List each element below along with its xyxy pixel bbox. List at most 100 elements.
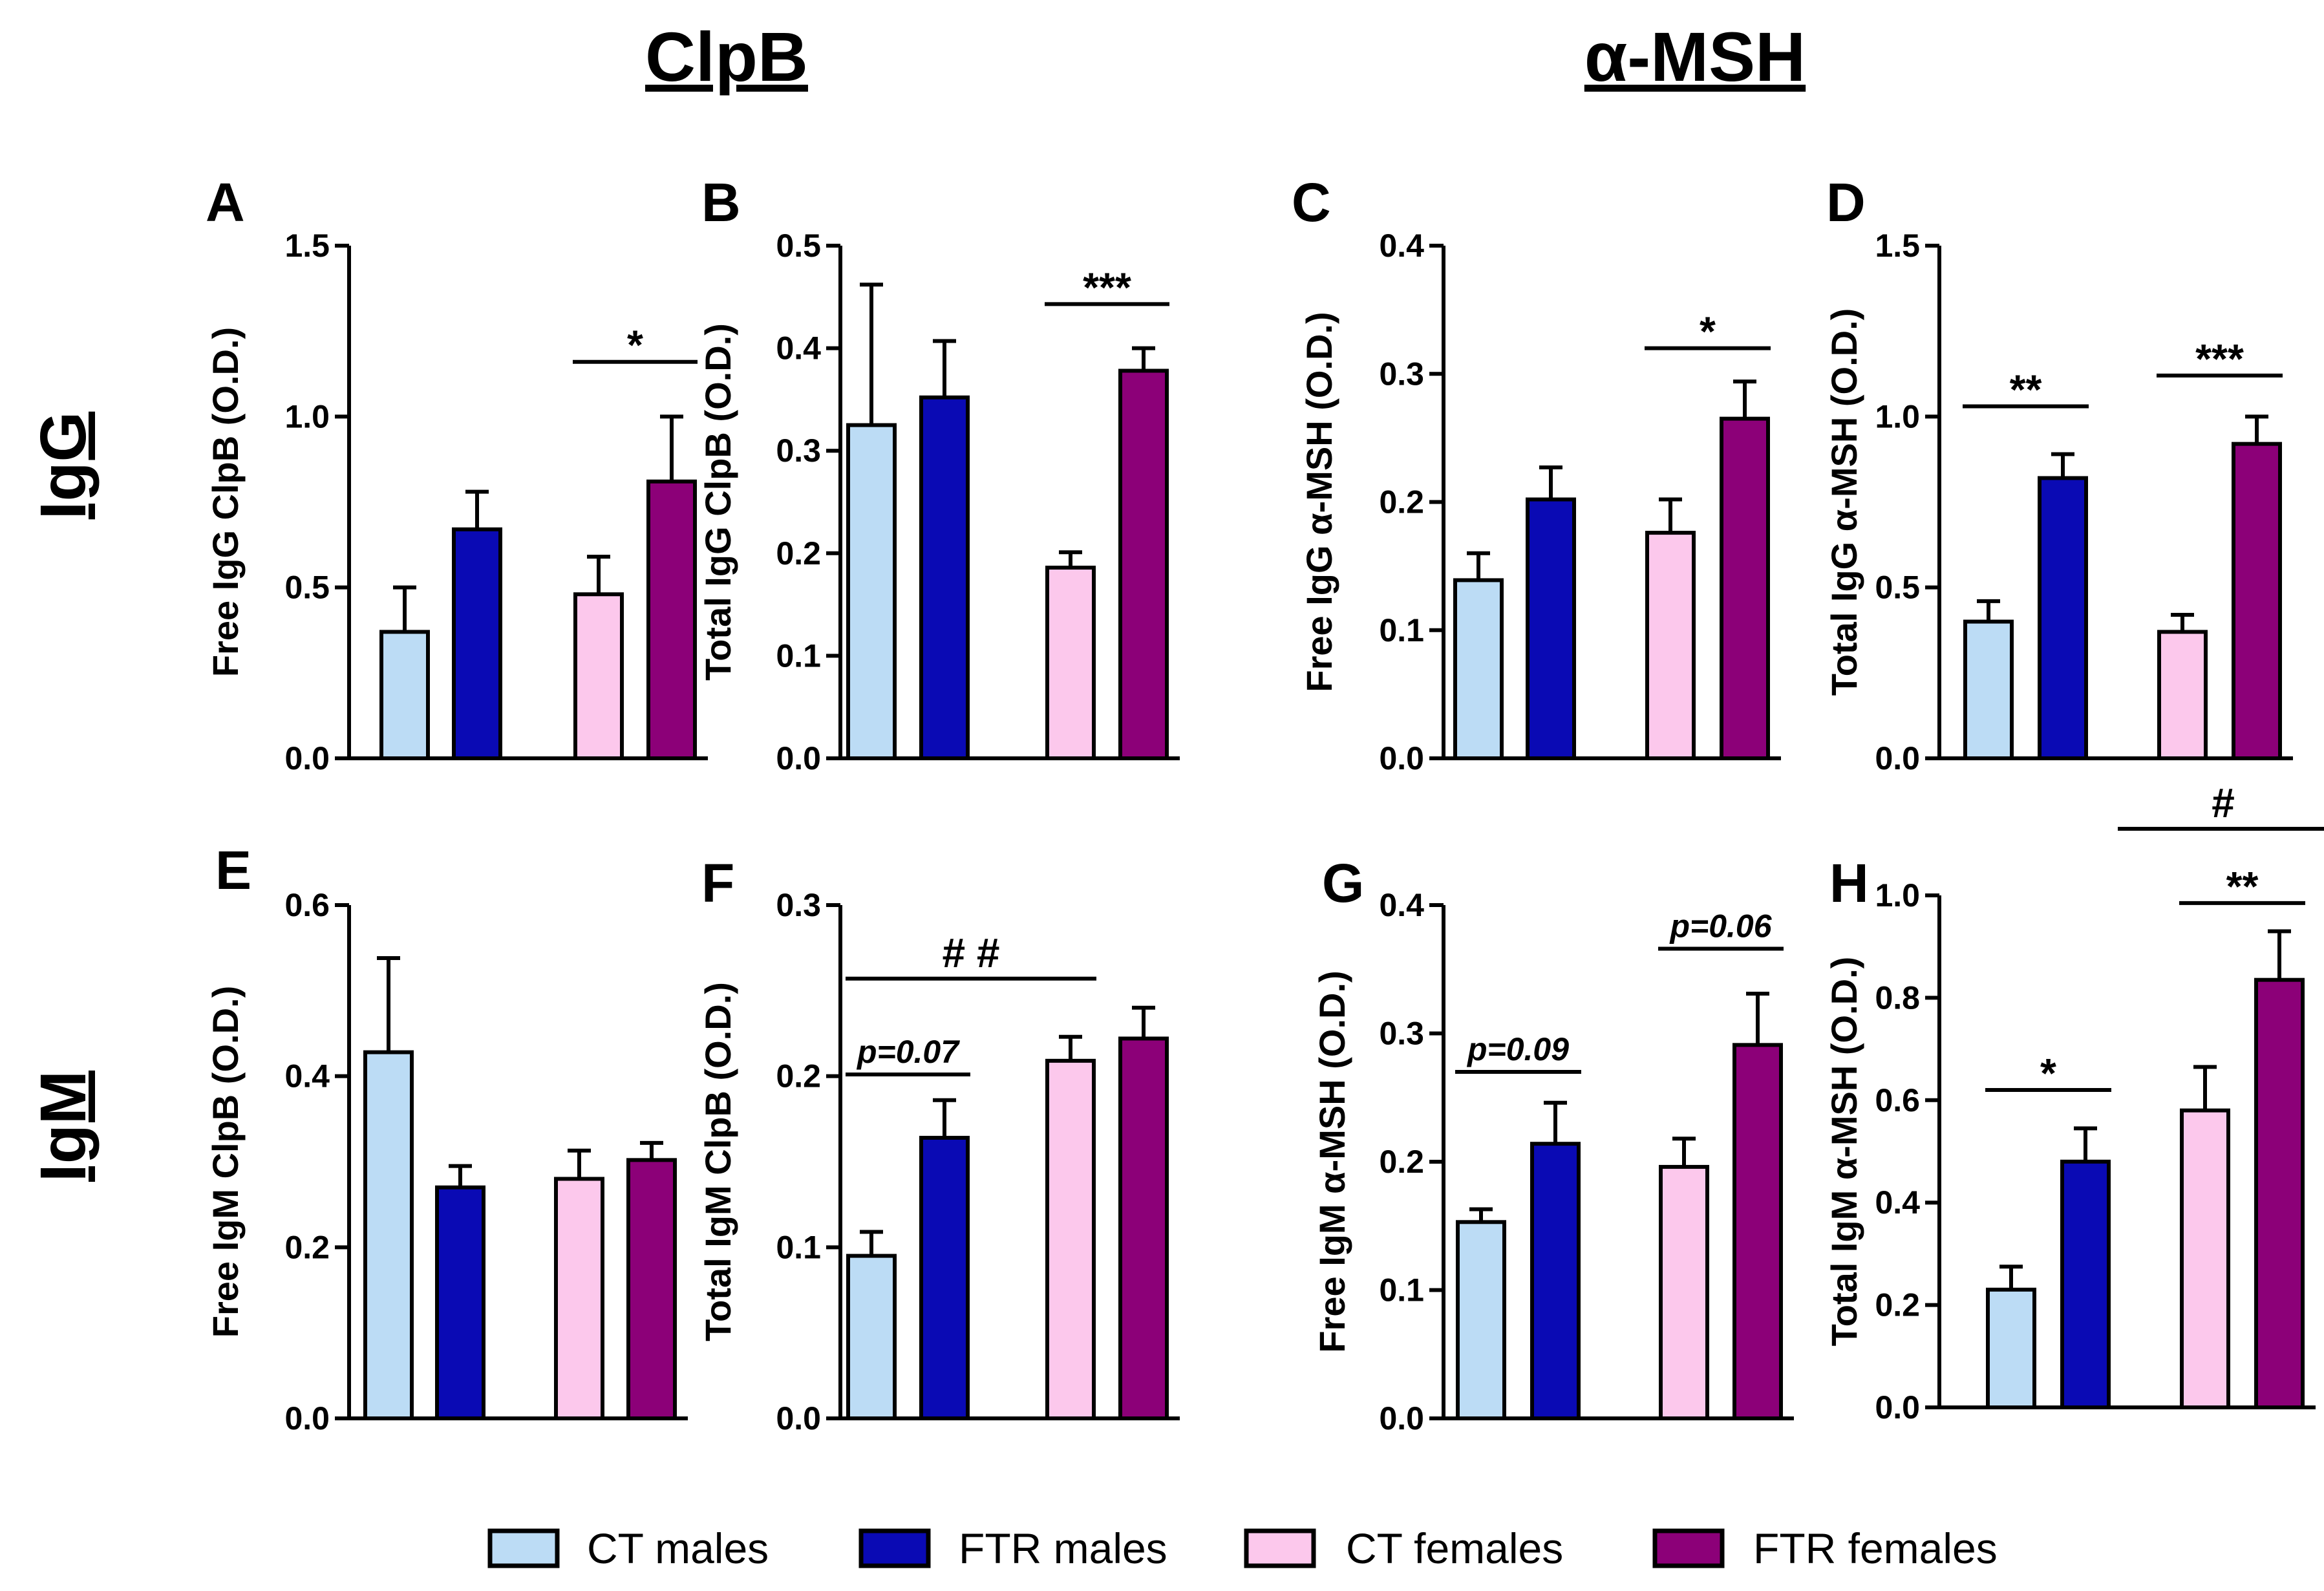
panel-g-ylabel: Free IgM α-MSH (O.D.) <box>1312 970 1352 1352</box>
panel-f-bar-ftr-males <box>919 1135 970 1420</box>
panels: A Free IgG ClpB (O.D.) 0.0 0.5 1.0 1.5 * B Total… <box>205 172 2324 1436</box>
panel-h-sig-label: ** <box>2226 863 2259 910</box>
legend-swatch-ftr-males <box>858 1528 931 1568</box>
panel-b-tick-label: 0.5 <box>776 228 821 264</box>
legend-swatch-ct-males <box>487 1528 560 1568</box>
panel-f-sig-label: # # <box>943 930 1000 976</box>
panel-a-bar-ftr-females <box>646 479 697 761</box>
panel-a-tick-label: 1.5 <box>284 228 330 264</box>
panel-f-tick-label: 0.0 <box>776 1400 821 1436</box>
row-title-igg: IgG <box>27 412 100 520</box>
legend-label-ftr-females: FTR females <box>1753 1524 1998 1572</box>
panel-h-tick-label: 0.2 <box>1875 1287 1920 1323</box>
panel-g-sig-label: p=0.06 <box>1668 908 1772 944</box>
column-title-amsh: α-MSH <box>1584 17 1806 96</box>
panel-g-bar-ftr-females <box>1732 1043 1783 1420</box>
panel-d-tick-label: 0.0 <box>1875 740 1920 776</box>
panel-a-bar-ct-males <box>379 630 430 760</box>
panel-a-sig-label: * <box>627 322 643 368</box>
panel-c-ylabel: Free IgG α-MSH (O.D.) <box>1299 312 1339 692</box>
panel-d-bar-ftr-males <box>2038 476 2088 760</box>
legend: CT males FTR males CT females FTR female… <box>487 1524 1998 1572</box>
panel-h-tick-label: 1.0 <box>1875 877 1920 913</box>
panel-c-bar-ftr-females <box>1720 416 1770 760</box>
panel-c-letter: C <box>1292 172 1331 233</box>
panel-g-bar-ct-females <box>1659 1164 1709 1420</box>
panel-f-bar-ftr-females <box>1118 1036 1169 1420</box>
legend-label-ct-males: CT males <box>587 1524 769 1572</box>
panel-b-bar-ftr-males <box>919 395 970 760</box>
panel-g-bar-ftr-males <box>1530 1142 1581 1420</box>
panel-f-tick-label: 0.2 <box>776 1058 821 1094</box>
panel-a-tick-label: 1.0 <box>284 398 330 434</box>
panel-e-ylabel: Free IgM ClpB (O.D.) <box>205 986 246 1338</box>
panel-c-tick-label: 0.4 <box>1379 228 1424 264</box>
panel-a-tick-label: 0.5 <box>284 570 330 606</box>
panel-b-sig-label: *** <box>1083 264 1131 310</box>
legend-swatch-ftr-females <box>1652 1528 1725 1568</box>
panel-e-bar-ct-males <box>363 1050 414 1420</box>
panel-a-ylabel: Free IgG ClpB (O.D.) <box>205 327 246 677</box>
panel-d-letter: D <box>1826 172 1866 233</box>
panel-a-letter: A <box>206 172 245 233</box>
panel-h-tick-label: 0.6 <box>1875 1082 1920 1118</box>
panel-b-tick-label: 0.3 <box>776 432 821 469</box>
panel-e-tick-label: 0.2 <box>284 1229 330 1265</box>
panel-h-letter: H <box>1829 853 1869 913</box>
panel-c-bar-ct-females <box>1645 531 1696 761</box>
panel-f-bar-ct-females <box>1045 1058 1096 1420</box>
panel-g-letter: G <box>1322 853 1364 913</box>
panel-b-letter: B <box>701 172 741 233</box>
panel-g-tick-label: 0.4 <box>1379 887 1424 923</box>
panel-d-bar-ct-males <box>1963 619 2014 760</box>
panel-h-sig-label: * <box>2040 1050 2056 1096</box>
panel-g-sig-label: p=0.09 <box>1466 1031 1569 1067</box>
panel-g-tick-label: 0.2 <box>1379 1144 1424 1180</box>
panel-g-tick-label: 0.0 <box>1379 1400 1424 1436</box>
panel-b-tick-label: 0.1 <box>776 637 821 674</box>
panel-c-bar-ftr-males <box>1526 497 1576 760</box>
panel-d-ylabel: Total IgG α-MSH (O.D.) <box>1824 308 1864 696</box>
panel-d-tick-label: 0.5 <box>1875 570 1920 606</box>
panel-g-tick-label: 0.3 <box>1379 1016 1424 1052</box>
panel-d-tick-label: 1.0 <box>1875 398 1920 434</box>
panel-b-tick-label: 0.2 <box>776 535 821 571</box>
panel-c-tick-label: 0.1 <box>1379 612 1424 648</box>
panel-e-tick-label: 0.4 <box>284 1058 330 1094</box>
panel-d-bar-ftr-females <box>2232 442 2282 760</box>
panel-a-bar-ct-females <box>573 592 624 760</box>
panel-h-ylabel: Total IgM α-MSH (O.D.) <box>1824 957 1864 1347</box>
panel-e-bar-ftr-females <box>626 1158 677 1421</box>
panel-h-bar-ftr-females <box>2254 977 2305 1410</box>
panel-h-tick-label: 0.0 <box>1875 1389 1920 1425</box>
panel-e-letter: E <box>215 840 251 901</box>
panel-h-bar-ct-females <box>2180 1108 2230 1409</box>
panel-c-sig-label: * <box>1700 308 1716 355</box>
panel-g-tick-label: 0.1 <box>1379 1272 1424 1308</box>
panel-b-bar-ct-males <box>846 423 897 760</box>
panel-f-bar-ct-males <box>846 1254 897 1420</box>
panel-b-bar-ct-females <box>1045 566 1096 761</box>
panel-a-tick-label: 0.0 <box>284 740 330 776</box>
panel-h-tick-label: 0.8 <box>1875 979 1920 1016</box>
panel-f-tick-label: 0.3 <box>776 887 821 923</box>
panel-d-bar-ct-females <box>2157 630 2208 760</box>
legend-label-ct-females: CT females <box>1346 1524 1563 1572</box>
panel-d-sig-label: *** <box>2195 336 2244 382</box>
panel-b-tick-label: 0.4 <box>776 330 821 367</box>
panel-a-bar-ftr-males <box>452 527 502 760</box>
panel-f-sig-label: p=0.07 <box>856 1034 960 1070</box>
panel-b-bar-ftr-females <box>1118 368 1169 760</box>
panel-h-sig-label: # <box>2212 780 2235 826</box>
panel-h-bar-ftr-males <box>2060 1159 2111 1409</box>
legend-label-ftr-males: FTR males <box>959 1524 1167 1572</box>
column-title-clpb: ClpB <box>645 17 808 96</box>
panel-c-tick-label: 0.2 <box>1379 484 1424 520</box>
panel-f-tick-label: 0.1 <box>776 1229 821 1265</box>
panel-f-letter: F <box>701 853 734 913</box>
panel-d-tick-label: 1.5 <box>1875 228 1920 264</box>
panel-e-tick-label: 0.0 <box>284 1400 330 1436</box>
panel-f-ylabel: Total IgM ClpB (O.D.) <box>698 982 738 1341</box>
panel-b-tick-label: 0.0 <box>776 740 821 776</box>
legend-swatch-ct-females <box>1244 1528 1316 1568</box>
